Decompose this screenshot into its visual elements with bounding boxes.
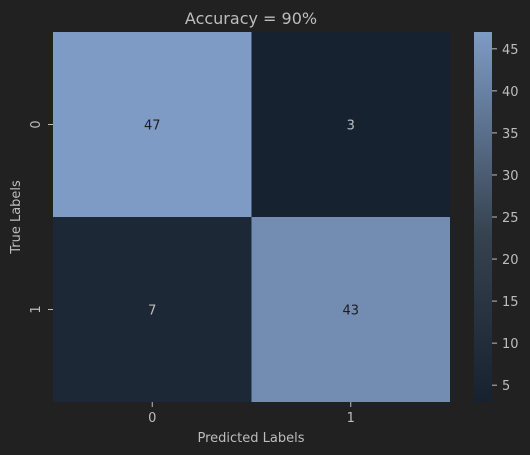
colorbar-tick-label: 20 xyxy=(502,253,519,268)
heatmap-annotations: 47 3 7 43 xyxy=(144,119,359,319)
heatmap-cell-0-1 xyxy=(251,32,450,217)
colorbar: 5 10 15 20 25 30 35 40 45 xyxy=(474,32,519,402)
x-tick-label: 0 xyxy=(148,411,156,426)
heatmap-cell-0-0 xyxy=(53,32,252,217)
colorbar-tick-label: 5 xyxy=(502,379,510,394)
colorbar-ticks: 5 10 15 20 25 30 35 40 45 xyxy=(492,43,519,394)
y-tick-label: 1 xyxy=(29,305,44,313)
y-axis: 01 xyxy=(29,120,53,314)
cell-value-label-0-1: 3 xyxy=(347,119,355,134)
colorbar-tick-label: 25 xyxy=(502,211,519,226)
cell-value-label-1-0: 7 xyxy=(148,304,156,319)
cell-value-label-0-0: 47 xyxy=(144,119,161,134)
heatmap-cell-1-0 xyxy=(53,217,252,402)
cell-value-label-1-1: 43 xyxy=(342,304,359,319)
y-tick-label: 0 xyxy=(29,120,44,128)
colorbar-tick-label: 15 xyxy=(502,295,519,310)
y-axis-label: True Labels xyxy=(9,180,24,255)
colorbar-gradient xyxy=(474,32,492,402)
x-axis-label: Predicted Labels xyxy=(197,431,304,446)
colorbar-tick-label: 30 xyxy=(502,169,519,184)
colorbar-tick-label: 35 xyxy=(502,127,519,142)
chart-title: Accuracy = 90% xyxy=(185,9,317,28)
colorbar-tick-label: 10 xyxy=(502,337,519,352)
colorbar-tick-label: 45 xyxy=(502,43,519,58)
colorbar-tick-label: 40 xyxy=(502,85,519,100)
x-tick-label: 1 xyxy=(347,411,355,426)
heatmap-cell-1-1 xyxy=(251,217,450,402)
heatmap-cells xyxy=(53,32,450,402)
